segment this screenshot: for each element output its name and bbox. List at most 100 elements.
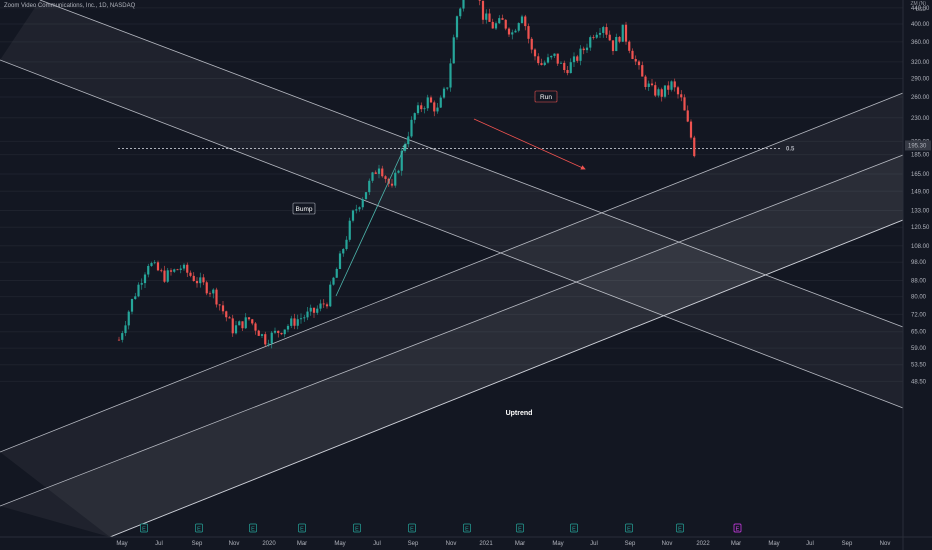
candle-body bbox=[267, 343, 270, 345]
candle-body bbox=[667, 85, 670, 90]
candle-body bbox=[329, 284, 332, 307]
candle-body bbox=[332, 277, 335, 285]
run-arrow bbox=[473, 118, 586, 170]
candle-body bbox=[663, 85, 667, 97]
candles bbox=[117, 0, 696, 349]
candle-body bbox=[270, 332, 273, 344]
y-tick-label: 48.50 bbox=[911, 379, 927, 385]
candle-body bbox=[676, 87, 680, 95]
candle-body bbox=[517, 23, 520, 31]
earnings-marker bbox=[625, 523, 633, 533]
candle-body bbox=[660, 89, 663, 97]
y-tick-label: 185.00 bbox=[911, 153, 930, 159]
candle-body bbox=[199, 277, 202, 284]
x-tick-label: Jul bbox=[590, 541, 598, 547]
candle-body bbox=[686, 110, 689, 122]
earnings-marker-label: E bbox=[572, 527, 576, 533]
candle-body bbox=[351, 210, 355, 221]
candle-body bbox=[390, 183, 394, 186]
candle-body bbox=[504, 19, 507, 29]
candle-body bbox=[312, 307, 316, 313]
x-tick-label: May bbox=[334, 541, 345, 547]
earnings-marker-label: E bbox=[627, 527, 631, 533]
candle-body bbox=[342, 249, 345, 254]
x-tick-label: Nov bbox=[662, 541, 673, 547]
x-tick-label: Sep bbox=[408, 541, 419, 547]
candle-body bbox=[608, 34, 611, 41]
candle-body bbox=[553, 53, 556, 56]
x-tick-label: May bbox=[768, 541, 779, 547]
annotation-uptrend: Uptrend bbox=[506, 410, 533, 417]
earnings-marker-label: E bbox=[518, 527, 522, 533]
candle-body bbox=[413, 113, 416, 120]
earnings-marker bbox=[408, 523, 416, 533]
candle-body bbox=[127, 311, 130, 326]
x-tick-label: 2022 bbox=[696, 541, 710, 547]
candle-body bbox=[241, 321, 244, 329]
candle-body bbox=[537, 56, 540, 64]
y-tick-label: 53.50 bbox=[911, 363, 927, 369]
earnings-marker-label: E bbox=[410, 527, 414, 533]
down-channel-line-lower bbox=[0, 59, 904, 409]
y-tick-label: 149.00 bbox=[911, 189, 930, 195]
candle-body bbox=[117, 339, 121, 341]
y-tick-label: 108.00 bbox=[911, 244, 930, 250]
candle-body bbox=[189, 272, 192, 276]
candle-body bbox=[598, 32, 602, 35]
candle-body bbox=[670, 81, 673, 90]
candle-body bbox=[169, 270, 173, 272]
candle-body bbox=[485, 13, 488, 20]
candle-body bbox=[585, 47, 589, 51]
candle-body bbox=[540, 63, 543, 65]
candle-body bbox=[195, 281, 199, 284]
x-tick-label: May bbox=[552, 541, 563, 547]
candle-body bbox=[436, 107, 439, 112]
candle-body bbox=[442, 88, 446, 98]
up-channel-outer-line-upper bbox=[0, 92, 904, 453]
candle-body bbox=[345, 239, 348, 250]
last-price-label: 195.30 bbox=[908, 144, 927, 150]
candle-body bbox=[176, 269, 179, 271]
candle-body bbox=[348, 220, 351, 240]
candle-body bbox=[605, 27, 608, 35]
bump-arrow bbox=[335, 143, 407, 297]
candle-body bbox=[641, 65, 644, 77]
candle-body bbox=[524, 16, 527, 27]
candle-body bbox=[296, 319, 299, 326]
up-channel-inner-line-lower bbox=[109, 219, 904, 538]
candle-body bbox=[299, 318, 303, 320]
candle-body bbox=[546, 57, 550, 63]
y-tick-label: 65.00 bbox=[911, 330, 927, 336]
candle-body bbox=[680, 94, 683, 98]
candle-body bbox=[657, 89, 660, 96]
earnings-marker-label: E bbox=[678, 527, 682, 533]
candle-body bbox=[452, 37, 455, 64]
candle-body bbox=[182, 264, 186, 269]
annotation-bump-box bbox=[292, 202, 316, 215]
candle-body bbox=[631, 50, 634, 59]
candle-body bbox=[231, 318, 234, 334]
candle-body bbox=[621, 24, 624, 42]
candle-body bbox=[160, 270, 163, 272]
up-channel-inner-line-upper bbox=[0, 154, 904, 507]
candle-body bbox=[449, 63, 452, 88]
candle-body bbox=[634, 58, 637, 62]
candle-body bbox=[293, 318, 296, 326]
annotation-run: Run bbox=[534, 90, 558, 103]
candle-body bbox=[143, 274, 147, 284]
candle-body bbox=[459, 8, 462, 17]
candle-body bbox=[478, 0, 481, 1]
y-tick-label: 360.00 bbox=[911, 40, 930, 46]
candle-body bbox=[563, 62, 566, 71]
annotation-bump: Bump bbox=[292, 202, 316, 215]
candle-body bbox=[244, 317, 247, 329]
earnings-marker-label: E bbox=[251, 527, 255, 533]
y-tick-label: 98.00 bbox=[911, 260, 927, 266]
candle-body bbox=[247, 317, 251, 320]
x-tick-label: Nov bbox=[446, 541, 457, 547]
candle-body bbox=[530, 38, 533, 50]
candle-body bbox=[290, 318, 293, 326]
candle-body bbox=[163, 270, 166, 282]
candle-body bbox=[221, 305, 225, 312]
